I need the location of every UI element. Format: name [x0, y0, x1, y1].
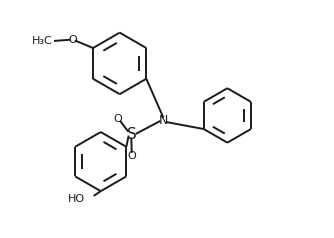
Text: N: N: [159, 114, 168, 127]
Text: O: O: [113, 114, 122, 124]
Text: S: S: [127, 127, 136, 142]
Text: H₃C: H₃C: [32, 36, 52, 46]
Text: HO: HO: [68, 194, 86, 204]
Text: O: O: [68, 35, 77, 45]
Text: O: O: [127, 151, 136, 161]
